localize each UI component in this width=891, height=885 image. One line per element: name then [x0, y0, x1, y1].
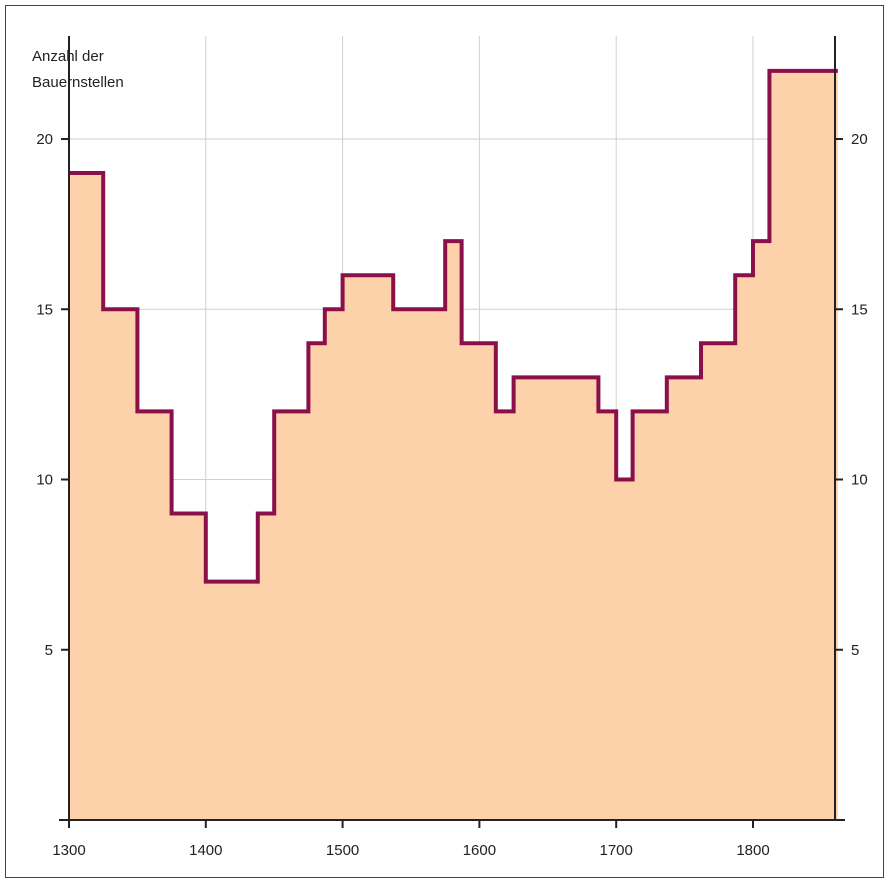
y-tick-label-right-15: 15 — [851, 301, 868, 318]
x-tick-label-1600: 1600 — [463, 842, 496, 859]
y-tick-label-left-15: 15 — [36, 301, 53, 318]
y-tick-label-left-10: 10 — [36, 472, 53, 489]
axes — [59, 36, 845, 821]
x-tick-label-1300: 1300 — [52, 842, 85, 859]
y-axis-title-line-2: Bauernstellen — [32, 74, 124, 91]
x-tick-label-1400: 1400 — [189, 842, 222, 859]
y-tick-label-right-20: 20 — [851, 131, 868, 148]
y-tick-label-right-10: 10 — [851, 472, 868, 489]
x-tick-label-1700: 1700 — [600, 842, 633, 859]
series-step-line — [69, 68, 838, 584]
ticks — [61, 138, 843, 828]
y-tick-label-left-5: 5 — [45, 642, 53, 659]
area-fill — [69, 70, 838, 820]
y-axis-title-line-1: Anzahl der — [32, 48, 104, 65]
y-tick-label-left-20: 20 — [36, 131, 53, 148]
tick-labels: 1300 1400 1500 1600 1700 1800 5 5 10 10 15 15 20 20 — [36, 131, 867, 859]
x-tick-label-1500: 1500 — [326, 842, 359, 859]
x-tick-label-1800: 1800 — [736, 842, 769, 859]
y-tick-label-right-5: 5 — [851, 642, 859, 659]
